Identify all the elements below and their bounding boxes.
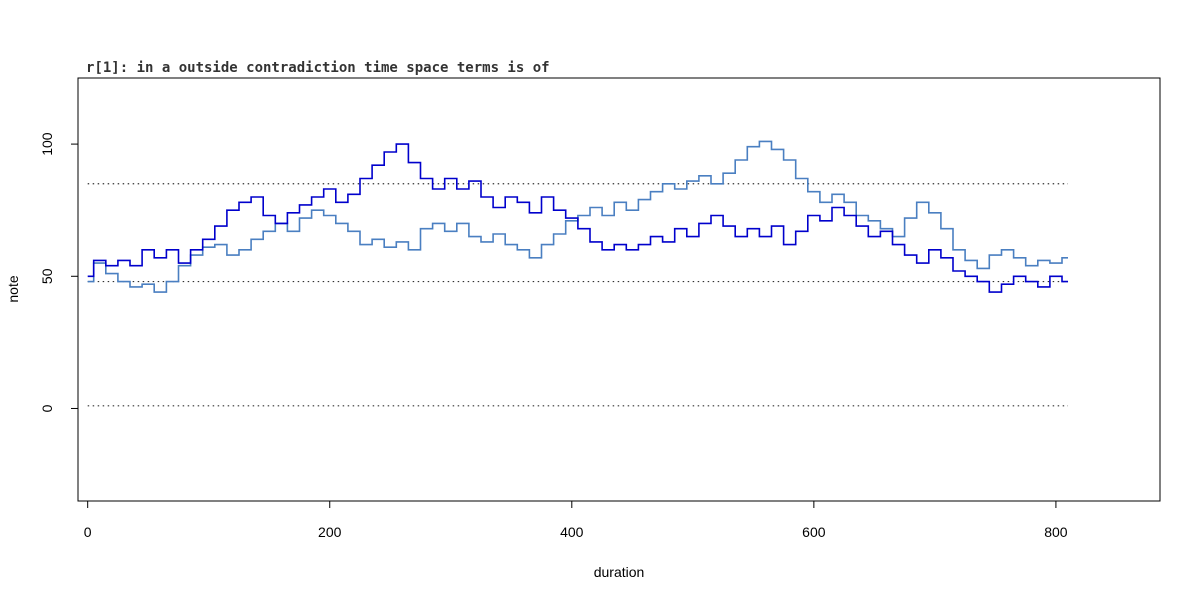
x-axis: 0 200 400 600 800 (84, 500, 1068, 540)
reference-lines (87, 183, 1069, 407)
x-tick-label: 200 (318, 524, 342, 540)
series-line-1 (87, 143, 1068, 293)
chart-title: r[1]: in a outside contradiction time sp… (86, 60, 550, 76)
x-tick-label: 800 (1044, 524, 1068, 540)
y-tick-label: 50 (39, 268, 55, 284)
x-axis-title: duration (594, 564, 645, 580)
series-line-2 (87, 140, 1068, 293)
y-tick-label: 0 (39, 404, 55, 412)
y-axis: 0 50 100 (39, 132, 79, 412)
x-tick-label: 600 (802, 524, 826, 540)
series-group (87, 140, 1068, 293)
y-tick-label: 100 (39, 132, 55, 156)
plot-frame (77, 77, 1161, 502)
x-tick-label: 400 (560, 524, 584, 540)
y-axis-title: note (5, 275, 21, 302)
x-tick-label: 0 (84, 524, 92, 540)
